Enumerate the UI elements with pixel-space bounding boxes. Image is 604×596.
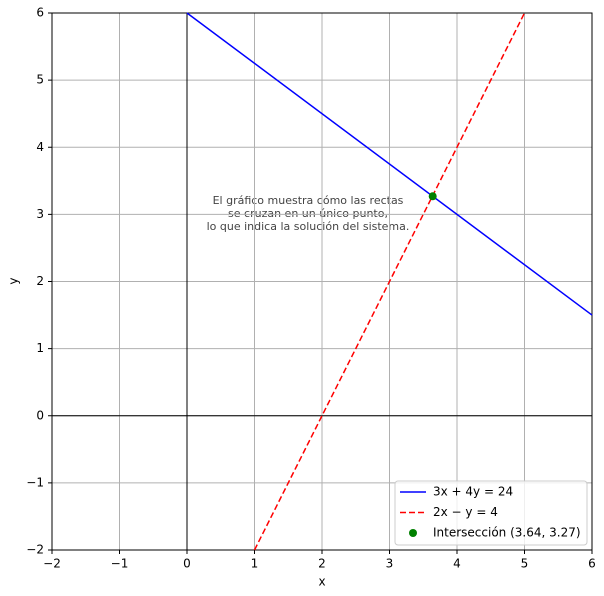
legend-box — [394, 480, 588, 546]
x-tick-label: −2 — [43, 557, 61, 571]
y-tick-label: 5 — [36, 73, 44, 87]
x-tick-label: −1 — [111, 557, 129, 571]
y-tick-label: 4 — [36, 140, 44, 154]
y-axis-label: y — [7, 277, 21, 284]
legend-label: 2x − y = 4 — [433, 505, 498, 519]
line — [186, 12, 593, 316]
y-tick-label: −1 — [26, 475, 44, 489]
annotation: El gráfico muestra cómo las rectas — [213, 194, 404, 207]
line — [253, 12, 526, 551]
legend-label: Intersección (3.64, 3.27) — [433, 526, 581, 540]
legend-marker — [409, 529, 417, 537]
x-tick-label: 2 — [318, 557, 326, 571]
x-tick-label: 6 — [588, 557, 596, 571]
x-tick-label: 4 — [453, 557, 461, 571]
y-tick-label: −2 — [26, 543, 44, 557]
y-tick-label: 1 — [36, 341, 44, 355]
x-tick-label: 1 — [251, 557, 259, 571]
y-tick-label: 2 — [36, 274, 44, 288]
legend-label: 3x + 4y = 24 — [433, 485, 513, 499]
y-tick-label: 6 — [36, 6, 44, 20]
x-tick-label: 5 — [521, 557, 529, 571]
x-tick-label: 3 — [386, 557, 394, 571]
annotation: lo que indica la solución del sistema. — [207, 220, 410, 233]
x-tick-label: 0 — [183, 557, 191, 571]
y-tick-label: 0 — [36, 408, 44, 422]
intersection-point — [428, 192, 437, 201]
annotation: se cruzan en un único punto, — [228, 207, 388, 220]
plot-frame — [51, 12, 593, 551]
y-tick-label: 3 — [36, 207, 44, 221]
x-axis-label: x — [318, 575, 325, 589]
